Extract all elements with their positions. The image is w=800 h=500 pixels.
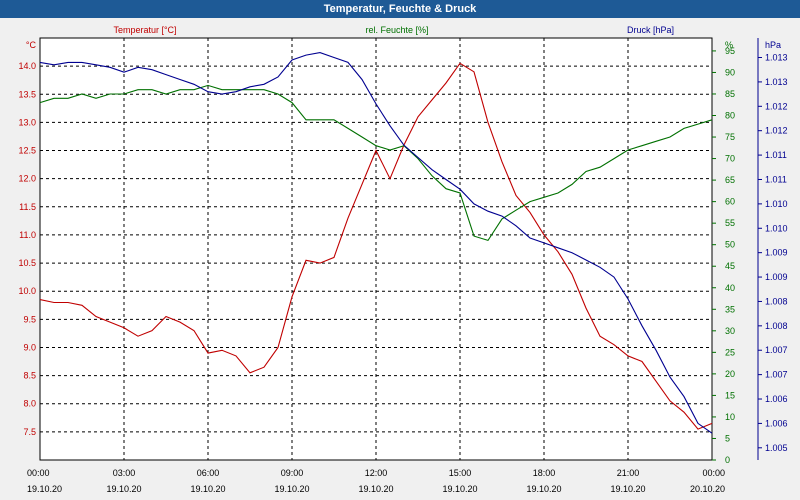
temperature-unit: °C	[26, 40, 37, 50]
x-tick-time: 15:00	[449, 468, 472, 478]
pressure-tick-label: 1.010	[765, 223, 788, 233]
x-tick-time: 03:00	[113, 468, 136, 478]
temperature-tick-label: 8.0	[23, 399, 36, 409]
pressure-tick-label: 1.005	[765, 443, 788, 453]
x-tick-time: 21:00	[617, 468, 640, 478]
pressure-tick-label: 1.012	[765, 101, 788, 111]
x-tick-date: 19.10.20	[442, 484, 477, 494]
series-line-pressure	[39, 52, 713, 434]
x-tick-time: 00:00	[702, 468, 725, 478]
pressure-tick-label: 1.011	[765, 150, 787, 160]
pressure-tick-label: 1.009	[765, 248, 788, 258]
temperature-tick-label: 8.5	[23, 371, 36, 381]
temperature-tick-label: 9.0	[23, 342, 36, 352]
x-tick-date: 19.10.20	[610, 484, 645, 494]
temperature-tick-label: 13.0	[18, 117, 36, 127]
humidity-tick-label: 90	[725, 67, 735, 77]
temperature-tick-label: 7.5	[23, 427, 36, 437]
pressure-tick-label: 1.010	[765, 199, 788, 209]
humidity-tick-label: 65	[725, 175, 735, 185]
humidity-tick-label: 30	[725, 326, 735, 336]
temperature-tick-label: 12.0	[18, 174, 36, 184]
temperature-axis: 7.5 8.0 8.5 9.0 9.5 10.0 10.5 11.0 11.5 12.0 12.5 1…	[18, 61, 36, 437]
series-line-temperature	[39, 62, 713, 430]
humidity-unit: %	[725, 40, 733, 50]
humidity-tick-label: 80	[725, 111, 735, 121]
pressure-tick-label: 1.013	[765, 77, 788, 87]
x-tick-time: 12:00	[365, 468, 388, 478]
pressure-tick-label: 1.007	[765, 370, 788, 380]
time-axis: 00:00 19.10.20 03:00 19.10.20 06:00 19.10.20 0…	[27, 468, 725, 494]
pressure-tick-label: 1.008	[765, 296, 788, 306]
temperature-tick-label: 10.0	[18, 286, 36, 296]
x-tick-date: 19.10.20	[106, 484, 141, 494]
temperature-tick-label: 13.5	[18, 89, 36, 99]
x-tick-time: 00:00	[27, 468, 50, 478]
axis-headers: °C Temperatur [°C] rel. Feuchte [%] Druck […	[26, 25, 781, 50]
humidity-tick-label: 95	[725, 46, 735, 56]
humidity-tick-label: 15	[725, 390, 735, 400]
x-tick-time: 06:00	[197, 468, 220, 478]
temperature-tick-label: 14.0	[18, 61, 36, 71]
temperature-tick-label: 10.5	[18, 258, 36, 268]
temperature-tick-label: 11.5	[19, 202, 36, 212]
pressure-tick-label: 1.008	[765, 321, 788, 331]
legend-temperature: Temperatur [°C]	[113, 25, 176, 35]
humidity-tick-label: 5	[725, 433, 730, 443]
legend-pressure: Druck [hPa]	[627, 25, 674, 35]
humidity-tick-label: 55	[725, 218, 735, 228]
pressure-axis: 1.005 1.006 1.006 1.007 1.007 1.008 1.008 1.009…	[757, 38, 788, 460]
temperature-tick-label: 11.0	[19, 230, 36, 240]
humidity-axis: 0 5 10 15 20 25 30 35 40 45 50 55 60 65 70 75 80 85 90 95	[712, 46, 735, 465]
humidity-tick-label: 25	[725, 347, 735, 357]
x-tick-date: 19.10.20	[358, 484, 393, 494]
series-line-humidity	[39, 84, 713, 242]
pressure-tick-label: 1.009	[765, 272, 788, 282]
chart-title: Temperatur, Feuchte & Druck	[0, 0, 800, 18]
humidity-tick-label: 70	[725, 154, 735, 164]
x-tick-date: 19.10.20	[190, 484, 225, 494]
humidity-tick-label: 75	[725, 132, 735, 142]
pressure-tick-label: 1.012	[765, 126, 788, 136]
x-tick-time: 09:00	[281, 468, 304, 478]
series-layer	[39, 52, 713, 434]
humidity-tick-label: 0	[725, 455, 730, 465]
pressure-tick-label: 1.006	[765, 418, 788, 428]
x-tick-time: 18:00	[533, 468, 556, 478]
x-tick-date: 19.10.20	[27, 484, 62, 494]
pressure-tick-label: 1.006	[765, 394, 788, 404]
pressure-tick-label: 1.011	[765, 174, 787, 184]
x-tick-date: 19.10.20	[526, 484, 561, 494]
humidity-tick-label: 20	[725, 369, 735, 379]
humidity-tick-label: 45	[725, 261, 735, 271]
temperature-tick-label: 9.5	[23, 314, 36, 324]
humidity-tick-label: 35	[725, 304, 735, 314]
humidity-tick-label: 50	[725, 240, 735, 250]
humidity-tick-label: 60	[725, 197, 735, 207]
legend-humidity: rel. Feuchte [%]	[365, 25, 428, 35]
pressure-tick-label: 1.013	[765, 53, 788, 63]
temperature-tick-label: 12.5	[18, 146, 36, 156]
humidity-tick-label: 85	[725, 89, 735, 99]
x-tick-date: 19.10.20	[274, 484, 309, 494]
x-tick-date: 20.10.20	[690, 484, 725, 494]
humidity-tick-label: 10	[725, 412, 735, 422]
pressure-tick-label: 1.007	[765, 345, 788, 355]
chart-area: 7.5 8.0 8.5 9.0 9.5 10.0 10.5 11.0 11.5 12.0 12.5 1…	[18, 25, 788, 494]
pressure-unit: hPa	[765, 40, 781, 50]
humidity-tick-label: 40	[725, 283, 735, 293]
